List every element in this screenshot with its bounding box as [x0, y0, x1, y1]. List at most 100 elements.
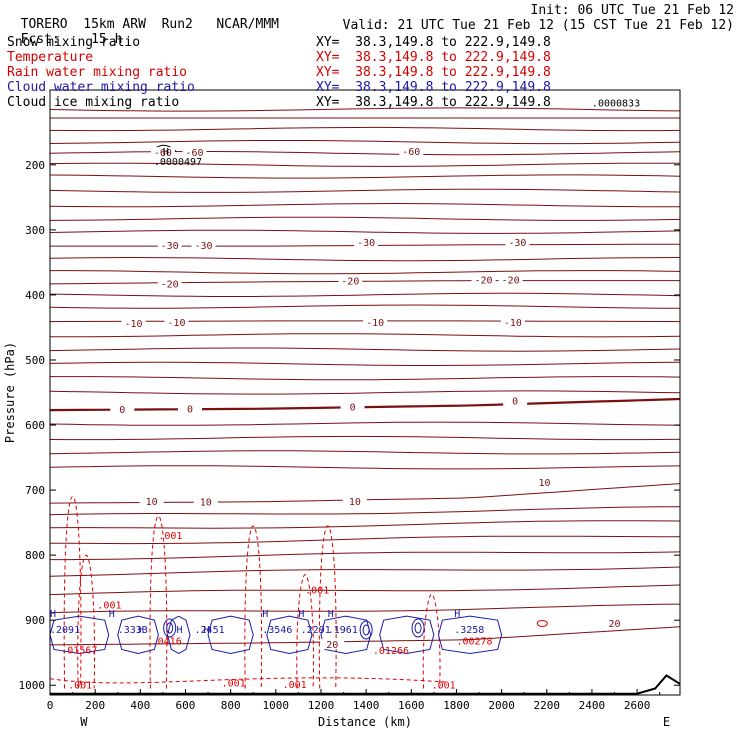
- x-tick-label: 600: [176, 699, 196, 712]
- extremum-label: H: [109, 609, 115, 620]
- isotherm-label-bg: [320, 638, 345, 649]
- cloud-water-label: .2291: [301, 625, 331, 636]
- isotherm-0: [50, 397, 680, 412]
- isotherm-label: 10: [146, 497, 158, 508]
- isotherm-label: 20: [608, 619, 620, 630]
- isotherm-label: 10: [538, 478, 550, 489]
- rain-water-cell: [536, 619, 548, 627]
- rain-water-label: .0416: [152, 636, 182, 647]
- rain-water-contour: [244, 525, 263, 689]
- minor-isotherm: [50, 450, 680, 455]
- isotherm-label: 0: [512, 397, 518, 408]
- cloud-water-contour: [266, 615, 313, 654]
- isotherm-label: -60: [154, 148, 172, 159]
- isotherm-label: -30: [357, 238, 375, 249]
- minor-isotherm: [50, 333, 680, 338]
- extremum-label: H: [138, 625, 144, 636]
- minor-isotherm: [50, 435, 680, 441]
- x-tick-label: 1600: [398, 699, 425, 712]
- field-snow: Snow mixing ratio: [7, 35, 141, 50]
- y-tick-label: 200: [25, 159, 45, 172]
- project-name: TORERO: [20, 17, 68, 32]
- cloud-ice-label: .0000833: [592, 98, 640, 109]
- isotherm-label-bg: [178, 403, 202, 414]
- rain-water-contour: [296, 574, 315, 689]
- rain-water-label: .00278: [456, 636, 492, 647]
- minor-isotherm: [50, 188, 680, 193]
- valid-time: Valid: 21 UTC Tue 21 Feb 12 (15 CST Tue …: [342, 18, 734, 33]
- plot-frame: [49, 89, 681, 696]
- rain-water-label: .001: [283, 680, 307, 691]
- isotherm-label-bg: [342, 495, 367, 506]
- minor-isotherm: [50, 361, 680, 366]
- isotherm-label: -10: [504, 318, 522, 329]
- x-tick-label: 2400: [579, 699, 606, 712]
- cloud-water-core: [359, 620, 373, 640]
- extremum-label: H: [328, 609, 334, 620]
- y-tick-label: 800: [25, 549, 45, 562]
- cloud-water-label: .1961: [328, 625, 358, 636]
- extremum-label: H: [176, 625, 182, 636]
- minor-isotherm: [50, 151, 680, 156]
- extremum-label: H: [204, 625, 210, 636]
- isotherm-label-bg: [505, 236, 530, 247]
- minor-isotherm: [50, 126, 680, 132]
- y-tick-label: 600: [25, 419, 45, 432]
- minor-isotherm: [50, 465, 680, 470]
- isotherm-label: -20: [161, 280, 179, 291]
- isotherm-label: 10: [349, 497, 361, 508]
- y-axis-label: Pressure (hPa): [3, 342, 17, 443]
- isotherm-label: -60: [402, 147, 420, 158]
- isotherm-label-bg: [503, 395, 528, 406]
- forecast-hour: Fcst: 15 h: [5, 19, 123, 47]
- minor-isotherm: [50, 551, 680, 561]
- extremum-label: H: [50, 609, 56, 620]
- isotherm-label-bg: [338, 275, 363, 286]
- rain-water-label: .001: [222, 679, 246, 690]
- run-name: Run2: [161, 17, 193, 32]
- isotherm-label: 0: [350, 402, 356, 413]
- minor-isotherm: [50, 566, 680, 577]
- xy-snow: XY= 38.3,149.8 to 222.9,149.8: [316, 35, 551, 50]
- org-name: NCAR/MMM: [216, 17, 279, 32]
- minor-isotherm: [50, 229, 680, 234]
- minor-isotherm: [50, 584, 680, 596]
- cloud-water-label: .3333: [118, 625, 148, 636]
- isotherm-label-bg: [182, 147, 207, 158]
- minor-isotherm: [50, 270, 680, 275]
- isotherm-label: -20: [475, 276, 493, 287]
- minor-isotherm: [50, 376, 680, 381]
- rain-water-label: .01567: [61, 645, 97, 656]
- cloud-water-contour: [166, 615, 191, 655]
- isotherm-label: -10: [125, 319, 143, 330]
- y-tick-label: 900: [25, 614, 45, 627]
- x-tick-label: 1000: [263, 699, 290, 712]
- cloud-water-label: .3546: [262, 625, 292, 636]
- isotherm-label: -10: [167, 318, 185, 329]
- rain-water-contour: [422, 593, 441, 689]
- y-tick-label: 500: [25, 354, 45, 367]
- minor-isotherm: [50, 216, 680, 221]
- isotherm-label-bg: [363, 316, 388, 327]
- minor-isotherm: [50, 140, 680, 145]
- x-tick-label: 2600: [624, 699, 651, 712]
- cloud-water-contour: [50, 615, 110, 654]
- isotherm-label-bg: [157, 278, 182, 289]
- minor-isotherm: [50, 506, 680, 516]
- xy-temperature: XY= 38.3,149.8 to 222.9,149.8: [316, 50, 551, 65]
- x-tick-label: 0: [47, 699, 54, 712]
- isotherm-label: 0: [187, 404, 193, 415]
- y-tick-label: 400: [25, 289, 45, 302]
- isotherm-label-bg: [193, 496, 218, 507]
- minor-isotherm: [50, 390, 680, 395]
- rain-water-contour: [149, 515, 168, 689]
- field-cloud-water: Cloud water mixing ratio: [7, 80, 195, 95]
- x-tick-label: 200: [85, 699, 105, 712]
- isotherm-label: 10: [200, 497, 212, 508]
- isotherm-label: -20: [341, 276, 359, 287]
- cloud-water-label: .3258: [454, 625, 484, 636]
- minor-isotherm: [50, 421, 680, 426]
- isotherm-label-bg: [354, 236, 379, 247]
- isotherm-label-bg: [532, 476, 557, 487]
- cloud-water-label: .2091: [50, 625, 80, 636]
